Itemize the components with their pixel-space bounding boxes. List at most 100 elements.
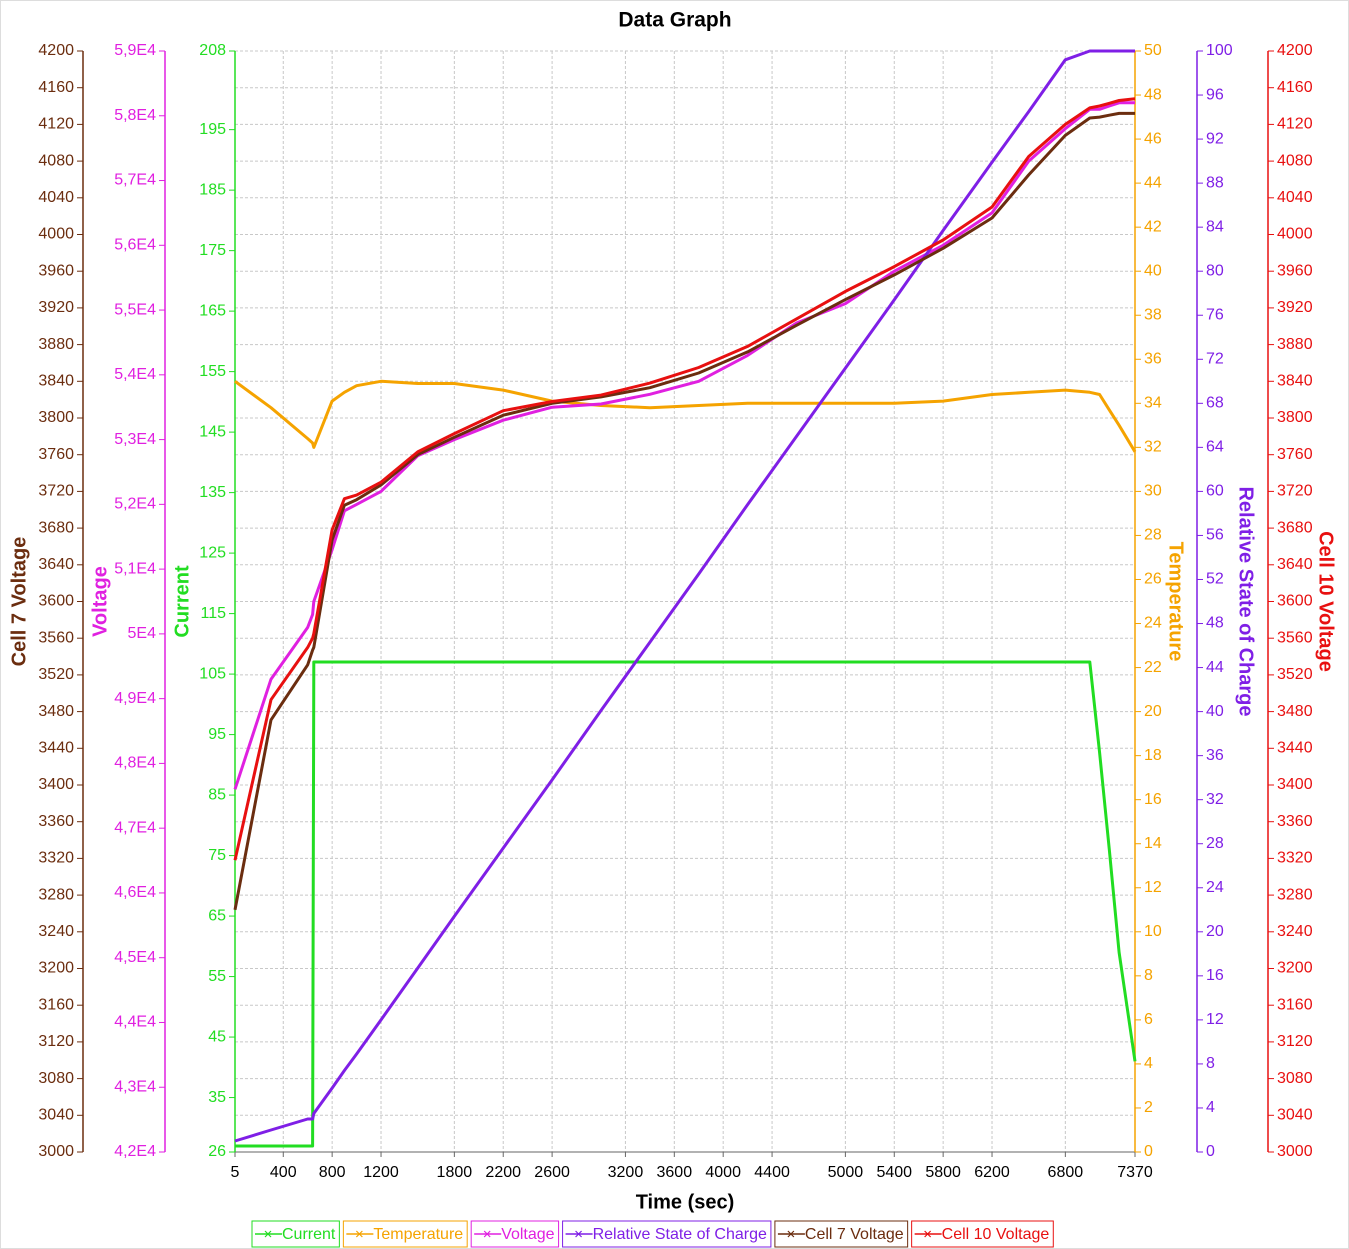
- y-tick-label: 35: [208, 1089, 226, 1106]
- y-tick-label: 5,9E4: [114, 42, 156, 59]
- y-tick-label: 4040: [1277, 189, 1313, 206]
- x-tick-label: 5400: [876, 1164, 912, 1181]
- y-tick-label: 3400: [38, 776, 74, 793]
- y-tick-label: 5,1E4: [114, 560, 156, 577]
- y-tick-label: 3200: [38, 960, 74, 977]
- y-tick-label: 185: [199, 181, 226, 198]
- y-tick-label: 44: [1206, 659, 1224, 676]
- y-tick-label: 0: [1144, 1143, 1153, 1160]
- legend-marker: [787, 1230, 795, 1238]
- y-tick-label: 22: [1144, 659, 1162, 676]
- y-tick-label: 4000: [38, 226, 74, 243]
- y-tick-label: 5E4: [128, 625, 157, 642]
- y-tick-label: 4,6E4: [114, 884, 156, 901]
- y-tick-label: 4: [1144, 1055, 1153, 1072]
- y-tick-label: 3280: [38, 886, 74, 903]
- y-tick-label: 5,7E4: [114, 172, 156, 189]
- y-tick-label: 155: [199, 363, 226, 380]
- y-tick-label: 3880: [38, 336, 74, 353]
- x-axis-title: Time (sec): [636, 1191, 735, 1213]
- x-tick-label: 3600: [657, 1164, 693, 1181]
- legend-marker: [355, 1230, 363, 1238]
- y-tick-label: 85: [208, 786, 226, 803]
- y-tick-label: 4200: [1277, 42, 1313, 59]
- y-tick-label: 36: [1144, 350, 1162, 367]
- y-tick-label: 5,6E4: [114, 237, 156, 254]
- y-tick-label: 4,9E4: [114, 690, 156, 707]
- y-tick-label: 3440: [38, 740, 74, 757]
- y-axis-title: Current: [171, 565, 193, 638]
- y-tick-label: 42: [1144, 218, 1162, 235]
- y-tick-label: 26: [1144, 571, 1162, 588]
- y-tick-label: 5,2E4: [114, 496, 156, 513]
- y-tick-label: 3400: [1277, 776, 1313, 793]
- y-tick-label: 3600: [38, 593, 74, 610]
- y-tick-label: 3120: [38, 1033, 74, 1050]
- y-tick-label: 50: [1144, 42, 1162, 59]
- y-tick-label: 4040: [38, 189, 74, 206]
- y-tick-label: 92: [1206, 130, 1224, 147]
- legend-label: Cell 10 Voltage: [942, 1226, 1050, 1243]
- y-tick-label: 24: [1206, 879, 1224, 896]
- y-tick-label: 3640: [38, 556, 74, 573]
- y-tick-label: 195: [199, 121, 226, 138]
- y-tick-label: 3160: [38, 996, 74, 1013]
- y-tick-label: 3920: [38, 299, 74, 316]
- y-tick-label: 3680: [38, 519, 74, 536]
- y-tick-label: 3520: [1277, 666, 1313, 683]
- y-tick-label: 3800: [38, 409, 74, 426]
- y-tick-label: 0: [1206, 1143, 1215, 1160]
- y-tick-label: 3240: [1277, 923, 1313, 940]
- y-tick-label: 96: [1206, 86, 1224, 103]
- legend-marker: [575, 1230, 583, 1238]
- y-tick-label: 64: [1206, 439, 1224, 456]
- series-line: [234, 49, 1135, 1143]
- y-tick-label: 8: [1144, 967, 1153, 984]
- y-tick-label: 88: [1206, 174, 1224, 191]
- y-axis-title: Temperature: [1165, 542, 1187, 662]
- y-tick-label: 3040: [1277, 1107, 1313, 1124]
- x-tick-label: 2200: [485, 1164, 521, 1181]
- legend-box: [562, 1220, 772, 1248]
- legend-label: Temperature: [373, 1226, 463, 1243]
- y-tick-label: 3720: [38, 483, 74, 500]
- y-tick-label: 4200: [38, 42, 74, 59]
- y-tick-label: 3520: [38, 666, 74, 683]
- y-tick-label: 3120: [1277, 1033, 1313, 1050]
- y-tick-label: 3800: [1277, 409, 1313, 426]
- y-tick-label: 10: [1144, 923, 1162, 940]
- x-tick-label: 5: [231, 1164, 240, 1181]
- y-tick-label: 3160: [1277, 996, 1313, 1013]
- y-tick-label: 3880: [1277, 336, 1313, 353]
- series-line: [235, 660, 1137, 1148]
- x-tick-label: 4000: [705, 1164, 741, 1181]
- y-tick-label: 3480: [38, 703, 74, 720]
- y-tick-label: 3720: [1277, 483, 1313, 500]
- y-tick-label: 4160: [1277, 79, 1313, 96]
- y-tick-label: 80: [1206, 262, 1224, 279]
- y-tick-label: 95: [208, 726, 226, 743]
- y-tick-label: 52: [1206, 571, 1224, 588]
- y-tick-label: 12: [1206, 1011, 1224, 1028]
- y-tick-label: 76: [1206, 306, 1224, 323]
- y-tick-label: 46: [1144, 130, 1162, 147]
- y-tick-label: 3080: [38, 1070, 74, 1087]
- y-tick-label: 3320: [38, 850, 74, 867]
- y-tick-label: 45: [208, 1028, 226, 1045]
- y-tick-label: 4120: [38, 116, 74, 133]
- y-tick-label: 5,8E4: [114, 107, 156, 124]
- y-tick-label: 3600: [1277, 593, 1313, 610]
- y-tick-label: 28: [1144, 527, 1162, 544]
- y-tick-label: 3360: [1277, 813, 1313, 830]
- y-tick-label: 44: [1144, 174, 1162, 191]
- y-tick-label: 14: [1144, 835, 1162, 852]
- y-tick-label: 72: [1206, 350, 1224, 367]
- y-tick-label: 3200: [1277, 960, 1313, 977]
- y-tick-label: 3920: [1277, 299, 1313, 316]
- y-tick-label: 145: [199, 423, 226, 440]
- legend-label: Voltage: [501, 1226, 554, 1243]
- y-tick-label: 40: [1206, 703, 1224, 720]
- y-tick-label: 75: [208, 847, 226, 864]
- y-tick-label: 60: [1206, 483, 1224, 500]
- y-tick-label: 4120: [1277, 116, 1313, 133]
